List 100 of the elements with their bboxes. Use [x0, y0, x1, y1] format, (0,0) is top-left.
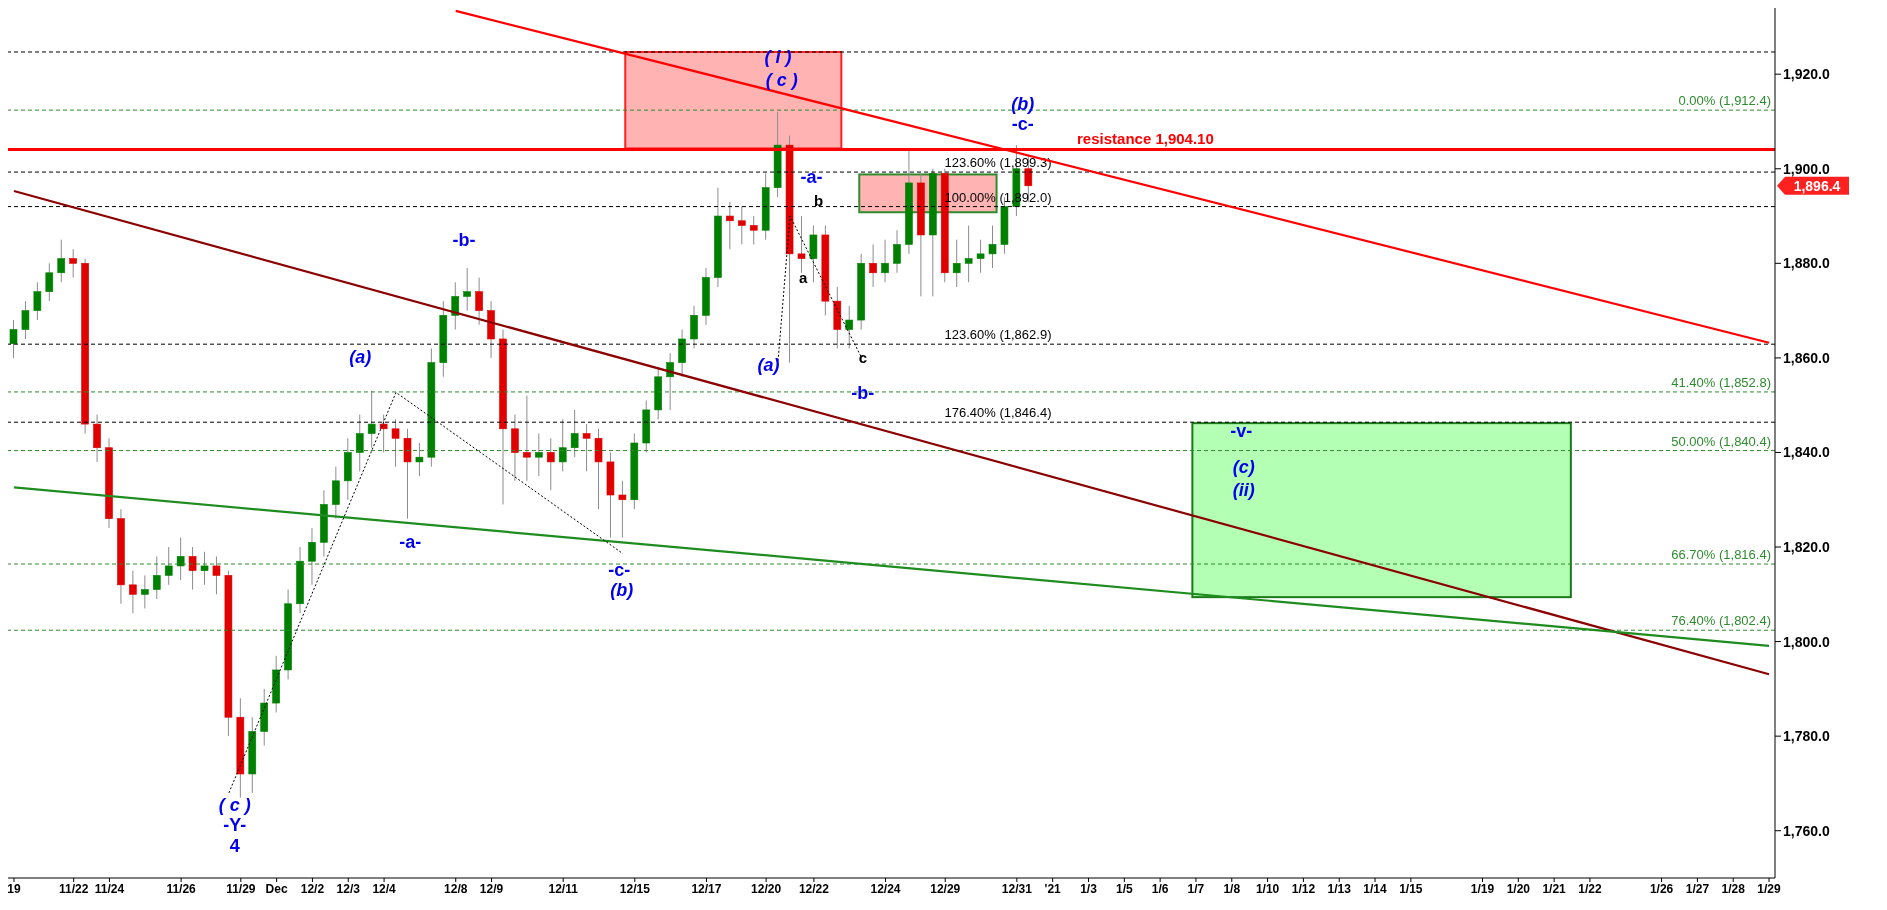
candlestick [379, 414, 388, 453]
candlestick [869, 243, 877, 288]
x-tick-label: 19 [7, 881, 21, 896]
candlestick [594, 428, 603, 510]
ref-line-label: 66.70% (1,816.4) [1671, 547, 1771, 563]
x-tick-label: 12/29 [930, 881, 961, 896]
candlestick [463, 267, 471, 312]
candlestick [21, 300, 30, 340]
candlestick [57, 239, 66, 283]
x-tick-label: Dec [265, 881, 288, 896]
candlestick [809, 225, 818, 283]
ref-line-label: 0.00% (1,912.4) [1678, 93, 1771, 109]
annotation: -b- [851, 383, 875, 404]
ref-line-label: 50.00% (1,840.4) [1671, 433, 1771, 449]
y-tick-label: 1,820.0 [1783, 538, 1830, 555]
x-tick-label: 12/11 [548, 881, 579, 896]
candlestick [582, 423, 591, 472]
y-tick-label: 1,920.0 [1783, 66, 1830, 83]
x-tick-label: 12/2 [300, 881, 325, 896]
x-tick-label: 1/8 [1223, 881, 1241, 896]
candlestick [666, 352, 674, 411]
x-tick-label: 11/24 [94, 881, 125, 896]
x-tick-label: 1/12 [1291, 881, 1316, 896]
candlestick [308, 527, 316, 586]
candlestick [355, 414, 364, 472]
candlestick [964, 225, 973, 283]
candlestick [523, 395, 531, 482]
x-tick-label: 1/13 [1327, 881, 1352, 896]
candlestick [45, 262, 54, 302]
x-tick-label: 12/20 [751, 881, 782, 896]
candlestick [678, 329, 686, 378]
annotation: c [858, 348, 868, 366]
candlestick [451, 281, 460, 331]
candlestick [212, 555, 221, 595]
candlestick [152, 555, 161, 600]
x-tick-label: 1/22 [1578, 881, 1602, 896]
candlestick [403, 428, 412, 520]
y-tick-label: 1,840.0 [1783, 444, 1830, 461]
x-tick-label: 12/22 [798, 881, 830, 896]
candlestick [546, 437, 555, 491]
candlestick [367, 390, 376, 449]
annotation: -c- [1011, 114, 1034, 135]
x-tick-label: 1/21 [1542, 881, 1567, 896]
ref-line-label: 41.40% (1,852.8) [1671, 374, 1771, 390]
annotation: ( c ) [765, 69, 798, 90]
x-tick-label: 1/26 [1649, 881, 1674, 896]
x-tick-label: 1/3 [1080, 881, 1098, 896]
annotation: (b) [610, 580, 634, 601]
candlestick [9, 319, 18, 359]
x-tick-label: 12/9 [479, 881, 504, 896]
candlestick [893, 229, 901, 274]
x-tick-label: 1/10 [1255, 881, 1280, 896]
ref-line-label: resistance 1,904.10 [1077, 130, 1214, 148]
candlestick [391, 418, 400, 468]
x-tick-label: 1/15 [1399, 881, 1423, 896]
annotation: -Y- [223, 814, 247, 835]
candlestick [570, 409, 579, 458]
y-tick-label: 1,780.0 [1783, 728, 1830, 745]
annotation: (a) [757, 355, 780, 376]
annotation: ( c ) [218, 794, 251, 815]
x-tick-label: 12/4 [372, 881, 397, 896]
annotation: ( i ) [764, 46, 792, 67]
annotation: a [798, 269, 808, 287]
candlestick [952, 239, 961, 288]
x-tick-label: 1/29 [1757, 881, 1782, 896]
candlestick [558, 418, 567, 472]
x-tick-label: 11/22 [58, 881, 89, 896]
annotation: -b- [452, 230, 476, 251]
y-tick-label: 1,800.0 [1783, 633, 1830, 650]
x-tick-label: 12/24 [870, 881, 901, 896]
x-tick-label: 1/19 [1470, 881, 1495, 896]
x-tick-label: '21 [1044, 881, 1062, 896]
x-tick-label: 1/28 [1721, 881, 1746, 896]
x-tick-label: 12/15 [619, 881, 651, 896]
x-tick-label: 12/17 [691, 881, 722, 896]
x-tick-label: 12/3 [336, 881, 361, 896]
y-tick-label: 1,860.0 [1783, 349, 1830, 366]
candlestick [164, 546, 173, 586]
text: 1,896.4 [1793, 177, 1841, 194]
ref-line-label: 76.40% (1,802.4) [1671, 613, 1771, 629]
candlestick [176, 537, 185, 581]
x-tick-label: 12/31 [1001, 881, 1033, 896]
annotation: (ii) [1232, 480, 1255, 501]
annotation: -v- [1230, 421, 1253, 442]
candlestick [200, 551, 209, 586]
annotation: (b) [1011, 94, 1035, 115]
x-tick-label: 11/26 [166, 881, 197, 896]
x-tick-label: 1/14 [1363, 881, 1388, 896]
candlestick [475, 277, 483, 326]
annotation: -a- [399, 531, 422, 552]
y-tick-label: 1,900.0 [1783, 160, 1830, 177]
candlestick [845, 305, 854, 349]
candlestick [797, 215, 806, 274]
candlestick [988, 225, 997, 269]
candlestick [737, 206, 746, 245]
candlestick [535, 433, 543, 477]
annotation: -a- [800, 166, 823, 187]
candlestick [332, 466, 340, 520]
annotation: (c) [1232, 456, 1255, 477]
candlestick [33, 281, 42, 321]
